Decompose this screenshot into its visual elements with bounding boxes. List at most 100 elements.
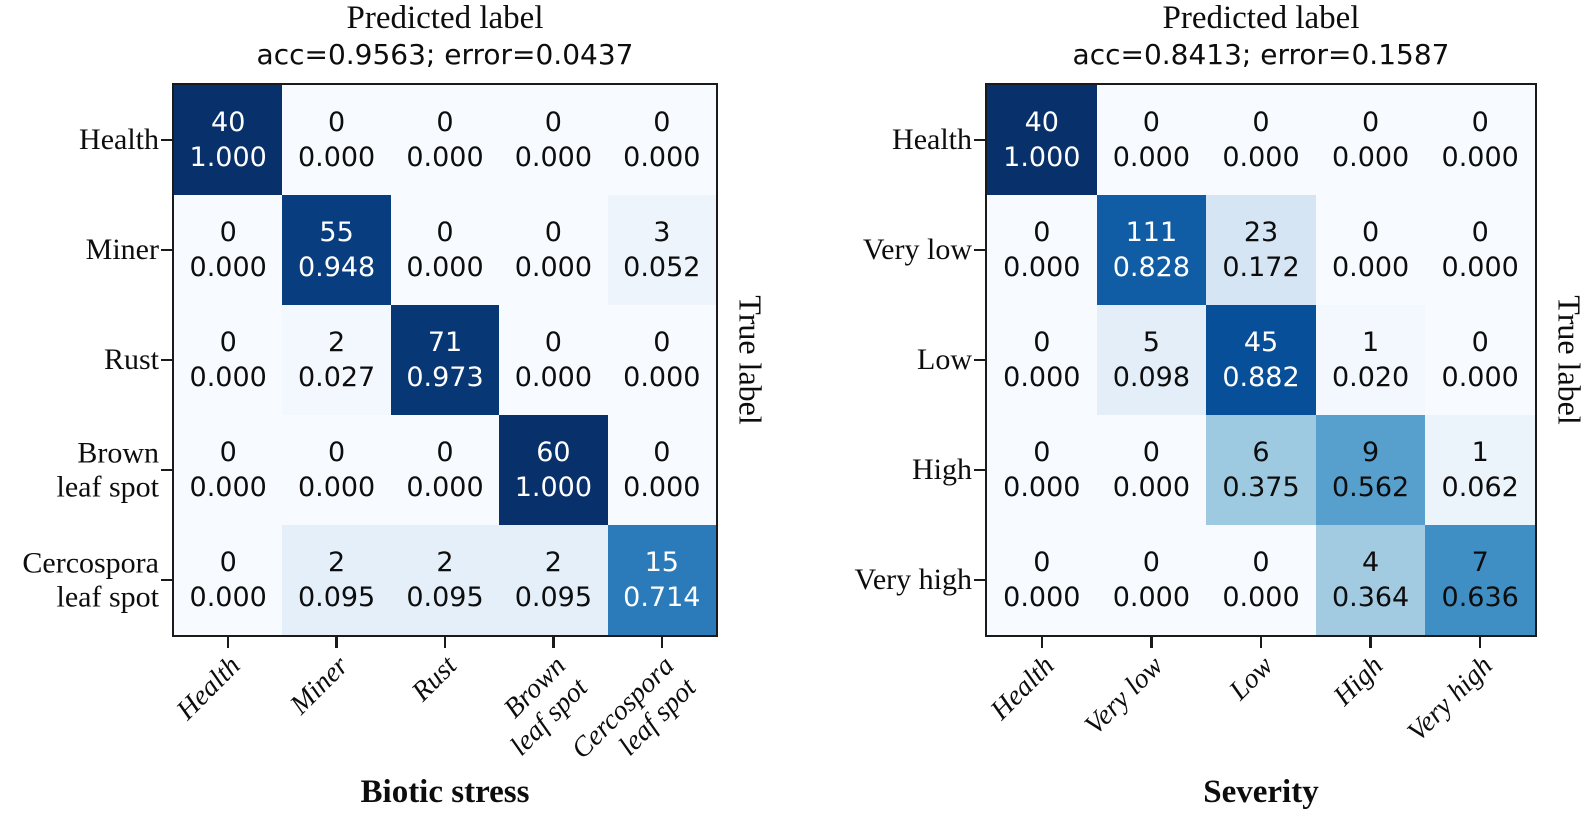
confusion-matrix-panel-severity: Predicted label acc=0.8413; error=0.1587…: [795, 0, 1591, 816]
matrix-cell: 2 0.095: [282, 525, 391, 635]
cell-fraction: 0.000: [1331, 252, 1410, 283]
matrix-cell: 0 0.000: [987, 525, 1097, 635]
cell-count: 0: [219, 547, 237, 578]
matrix-cell: 0 0.000: [499, 305, 608, 415]
cell-count: 6: [1252, 437, 1270, 468]
cell-count: 0: [1033, 547, 1051, 578]
cell-count: 0: [1362, 107, 1380, 138]
cell-count: 1: [1362, 327, 1380, 358]
cell-fraction: 0.375: [1222, 472, 1300, 503]
x-tick-mark: [335, 637, 338, 648]
cell-count: 55: [319, 217, 354, 248]
x-tick-mark: [1150, 637, 1153, 648]
x-tick-mark: [1259, 637, 1263, 648]
matrix-cell: 1 0.062: [1425, 415, 1535, 525]
cell-count: 0: [219, 437, 237, 468]
cell-fraction: 0.027: [297, 362, 376, 393]
cell-fraction: 0.000: [1003, 472, 1081, 503]
matrix-cell: 0 0.000: [174, 305, 283, 415]
cell-count: 7: [1471, 547, 1489, 578]
cell-fraction: 0.000: [406, 472, 484, 503]
matrix-cell: 0 0.000: [1315, 85, 1426, 195]
cell-fraction: 0.000: [623, 472, 701, 503]
matrix-cell: 0 0.000: [174, 415, 283, 525]
cell-fraction: 0.000: [1112, 142, 1191, 173]
cell-fraction: 0.562: [1331, 472, 1410, 503]
matrix-cell: 55 0.948: [282, 195, 391, 305]
cell-fraction: 1.000: [514, 472, 593, 503]
cell-count: 0: [544, 107, 562, 138]
cell-count: 2: [436, 547, 454, 578]
x-tick-mark: [1478, 637, 1482, 648]
matrix-cell: 9 0.562: [1315, 415, 1426, 525]
cell-fraction: 0.000: [623, 362, 701, 393]
x-axis-title: Severity: [1203, 774, 1319, 810]
y-tick-label: Rust: [103, 343, 159, 377]
cell-fraction: 0.636: [1441, 582, 1519, 613]
cell-count: 40: [1024, 107, 1059, 138]
matrix-cell: 3 0.052: [607, 195, 716, 305]
x-tick-label: Very low: [1078, 650, 1170, 741]
cell-count: 71: [427, 327, 463, 358]
cell-fraction: 0.000: [406, 142, 484, 173]
cell-count: 0: [1142, 547, 1160, 578]
y-tick-label: Miner: [85, 233, 159, 267]
cell-fraction: 0.828: [1112, 252, 1191, 283]
cell-fraction: 0.000: [1112, 472, 1191, 503]
matrix-cell: 0 0.000: [1425, 195, 1535, 305]
cell-fraction: 0.973: [406, 362, 484, 393]
y-tick-mark: [161, 468, 172, 472]
cell-fraction: 1.000: [1003, 142, 1081, 173]
matrix-cell: 40 1.000: [174, 85, 283, 195]
cell-fraction: 0.095: [297, 582, 376, 613]
cell-count: 1: [1471, 437, 1489, 468]
matrix-cell: 0 0.000: [987, 195, 1097, 305]
cell-count: 0: [1033, 327, 1051, 358]
y-tick-label: Very low: [862, 233, 972, 267]
x-tick-label: Low: [1223, 650, 1280, 707]
y-tick-mark: [161, 358, 172, 362]
cell-count: 0: [1471, 107, 1489, 138]
cell-fraction: 0.000: [406, 252, 484, 283]
x-tick-mark: [1040, 637, 1044, 648]
heatmap-grid: 40 1.000 0 0.000 0 0.000 0 0.000 0 0.000 0 0.000 111…: [985, 83, 1537, 637]
matrix-cell: 0 0.000: [607, 415, 716, 525]
matrix-cell: 0 0.000: [174, 525, 283, 635]
cell-count: 0: [653, 107, 671, 138]
true-label-axis-title: True label: [732, 295, 769, 425]
cell-count: 0: [1142, 437, 1160, 468]
matrix-cell: 0 0.000: [282, 415, 391, 525]
heatmap-grid: 40 1.000 0 0.000 0 0.000 0 0.000 0 0.000 0 0.000 55 0…: [172, 83, 718, 637]
matrix-cell: 6 0.375: [1206, 415, 1316, 525]
cell-count: 0: [1471, 217, 1489, 248]
y-tick-mark: [974, 138, 985, 142]
cell-count: 40: [211, 107, 246, 138]
cell-fraction: 0.364: [1331, 582, 1410, 613]
predicted-label-title: Predicted label: [1162, 0, 1360, 36]
matrix-cell: 0 0.000: [607, 85, 716, 195]
matrix-cell: 0 0.000: [1425, 85, 1535, 195]
x-tick-label: Health: [170, 650, 247, 727]
matrix-cell: 0 0.000: [390, 195, 500, 305]
cell-fraction: 0.000: [514, 362, 593, 393]
matrix-cell: 2 0.095: [390, 525, 500, 635]
y-tick-mark: [161, 138, 172, 142]
cell-count: 0: [544, 217, 562, 248]
x-tick-label: High: [1327, 650, 1389, 712]
cell-count: 0: [1471, 327, 1489, 358]
cell-fraction: 0.948: [297, 252, 376, 283]
x-tick-label: Rust: [406, 650, 464, 708]
cell-fraction: 0.000: [1003, 252, 1081, 283]
y-tick-label: High: [912, 453, 972, 487]
cell-fraction: 0.000: [1222, 142, 1300, 173]
y-tick-mark: [161, 248, 172, 252]
cell-count: 2: [328, 327, 346, 358]
cell-count: 3: [653, 217, 671, 248]
y-tick-label: Health: [892, 123, 972, 157]
y-tick-mark: [974, 358, 985, 362]
cell-fraction: 0.000: [514, 142, 593, 173]
cell-fraction: 0.000: [1003, 582, 1081, 613]
y-tick-mark: [974, 468, 985, 472]
x-tick-mark: [660, 637, 664, 648]
